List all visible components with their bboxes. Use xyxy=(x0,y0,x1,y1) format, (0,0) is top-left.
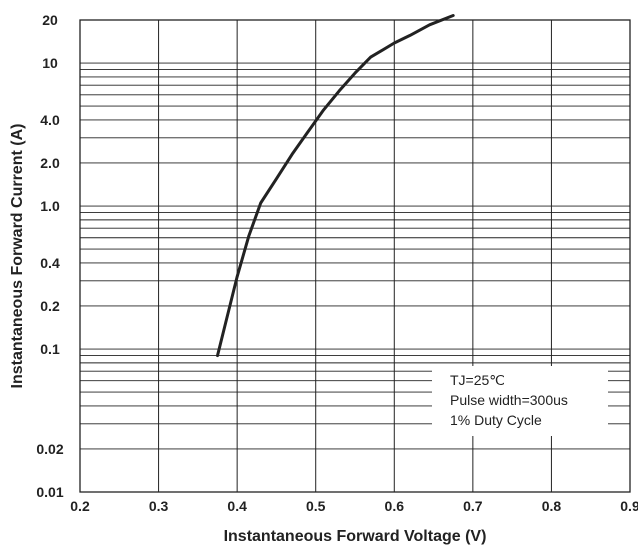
x-tick-label: 0.7 xyxy=(463,498,483,514)
annotation-temperature: TJ=25℃ xyxy=(450,372,505,388)
y-tick-label: 4.0 xyxy=(40,112,60,128)
x-tick-label: 0.2 xyxy=(70,498,90,514)
x-tick-label: 0.8 xyxy=(542,498,562,514)
y-tick-label: 0.01 xyxy=(36,484,63,500)
y-tick-label: 2.0 xyxy=(40,155,60,171)
x-tick-labels: 0.2 0.3 0.4 0.5 0.6 0.7 0.8 0.9 xyxy=(70,498,638,514)
x-tick-label: 0.3 xyxy=(149,498,169,514)
annotation-pulse-width: Pulse width=300us xyxy=(450,392,568,408)
y-tick-label: 20 xyxy=(42,12,58,28)
series-line xyxy=(216,14,455,358)
curve-layer xyxy=(216,14,455,358)
annotation-background xyxy=(432,366,608,436)
y-tick-label: 0.2 xyxy=(40,298,60,314)
x-tick-label: 0.6 xyxy=(385,498,405,514)
y-tick-label: 1.0 xyxy=(40,198,60,214)
x-axis-title: Instantaneous Forward Voltage (V) xyxy=(224,528,487,545)
x-tick-label: 0.9 xyxy=(620,498,638,514)
x-tick-label: 0.5 xyxy=(306,498,326,514)
y-tick-label: 0.4 xyxy=(40,255,60,271)
plot-frame xyxy=(79,19,631,493)
y-tick-label: 10 xyxy=(42,55,58,71)
y-axis-title: Instantaneous Forward Current (A) xyxy=(9,124,26,389)
test-conditions-annotation: TJ=25℃ Pulse width=300us 1% Duty Cycle xyxy=(432,366,608,436)
x-tick-label: 0.4 xyxy=(227,498,247,514)
y-tick-labels: 20 10 4.0 2.0 1.0 0.4 0.2 0.1 0.02 0.01 xyxy=(36,12,63,500)
annotation-duty-cycle: 1% Duty Cycle xyxy=(450,412,542,428)
y-tick-label: 0.02 xyxy=(36,441,63,457)
y-tick-label: 0.1 xyxy=(40,341,60,357)
